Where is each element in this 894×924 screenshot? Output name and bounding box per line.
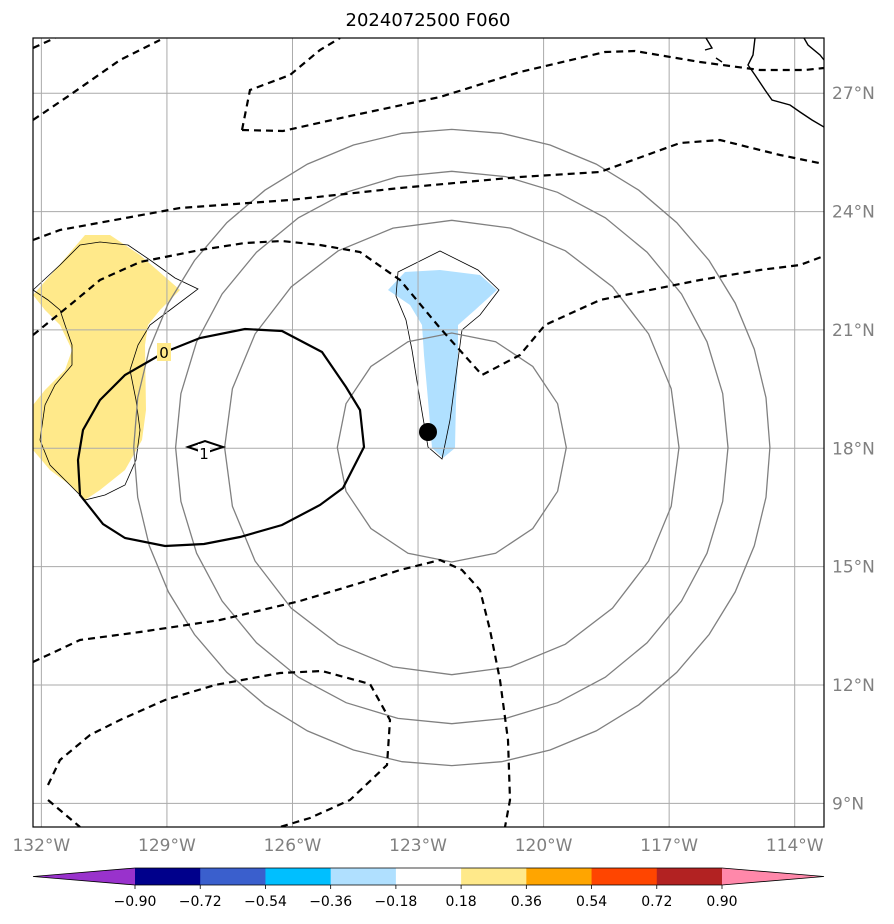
colorbar-tick-label: 0.36 <box>511 894 542 910</box>
colorbar-tick-label: −0.18 <box>374 894 417 910</box>
colorbar-bin <box>265 868 332 885</box>
colorbar-bin <box>461 868 527 885</box>
dashed-contour-mid-2 <box>33 239 824 377</box>
coastline-island <box>704 38 714 51</box>
colorbar-tick-label: 0.72 <box>641 894 672 910</box>
coastline-baja <box>747 38 824 128</box>
colorbar-bin <box>591 868 658 885</box>
graticule <box>33 38 824 827</box>
coastline <box>704 38 824 128</box>
dashed-contour-mid-1 <box>33 138 824 242</box>
colorbar-extend-high <box>722 868 824 885</box>
colorbar-tick-label: −0.36 <box>309 894 352 910</box>
latitude-tick-label: 24°N <box>832 203 875 223</box>
longitude-tick-label: 114°W <box>766 836 824 856</box>
contour-label-zero: 0 <box>159 344 169 362</box>
colorbar-extend-low <box>33 868 135 885</box>
range-ring <box>133 128 771 767</box>
colorbar-bin <box>526 868 593 885</box>
colorbar-bin <box>330 868 397 885</box>
longitude-tick-label: 126°W <box>264 836 322 856</box>
colorbar-tick-label: 0.18 <box>446 894 477 910</box>
dashed-contour-north-2 <box>33 38 56 50</box>
colorbar: −0.90 −0.72 −0.54 −0.36 −0.18 0.18 0.36 0.54 0.7… <box>32 867 825 910</box>
positive-outline <box>33 241 199 501</box>
colorbar-tick-label: 0.90 <box>706 894 737 910</box>
dashed-contour-south-1 <box>33 558 512 827</box>
plot-frame <box>32 37 825 828</box>
dashed-contours <box>33 38 824 827</box>
latitude-tick-label: 9°N <box>832 794 864 814</box>
latitude-labels: 9°N 12°N 15°N 18°N 21°N 24°N 27°N <box>832 84 875 814</box>
longitude-tick-label: 120°W <box>515 836 573 856</box>
positive-anomaly-fill <box>33 235 180 500</box>
latitude-tick-label: 21°N <box>832 321 875 341</box>
solid-contour-zero <box>76 327 366 548</box>
coastline-mainland <box>803 38 824 61</box>
range-ring <box>336 332 567 563</box>
contour-labels: 0 1 <box>157 343 210 463</box>
colorbar-tick-label: 0.54 <box>576 894 607 910</box>
colorbar-tick-label: −0.54 <box>244 894 287 910</box>
colorbar-bin <box>656 868 723 885</box>
colorbar-tick-label: −0.72 <box>179 894 222 910</box>
dashed-contour-north-1 <box>33 39 161 121</box>
shaded-field <box>33 235 497 500</box>
contour-label-bg <box>157 343 171 361</box>
storm-center-marker <box>419 423 437 441</box>
latitude-tick-label: 12°N <box>832 676 875 696</box>
coastline-island-small <box>715 57 723 63</box>
longitude-tick-label: 117°W <box>640 836 698 856</box>
dashed-contour-north-4 <box>240 38 341 131</box>
range-ring <box>174 170 729 725</box>
longitude-tick-label: 129°W <box>138 836 196 856</box>
latitude-tick-label: 15°N <box>832 558 875 578</box>
colorbar-tick-label: −0.90 <box>114 894 157 910</box>
negative-anomaly-fill <box>388 270 497 458</box>
latitude-tick-label: 18°N <box>832 439 875 459</box>
colorbar-bin <box>200 868 266 885</box>
low-label: 1 <box>199 445 209 463</box>
low-label-bg <box>198 444 210 460</box>
dashed-contour-north-3 <box>241 49 824 133</box>
colorbar-bin <box>135 868 201 885</box>
dashed-contour-south-3 <box>47 799 81 827</box>
longitude-labels: 132°W 129°W 126°W 123°W 120°W 117°W 114°W <box>12 836 823 856</box>
dashed-contour-south-2 <box>47 669 392 827</box>
longitude-tick-label: 132°W <box>12 836 70 856</box>
latitude-tick-label: 27°N <box>832 84 875 104</box>
longitude-tick-label: 123°W <box>389 836 447 856</box>
colorbar-bin <box>395 868 462 885</box>
figure-title: 2024072500 F060 <box>346 10 511 31</box>
